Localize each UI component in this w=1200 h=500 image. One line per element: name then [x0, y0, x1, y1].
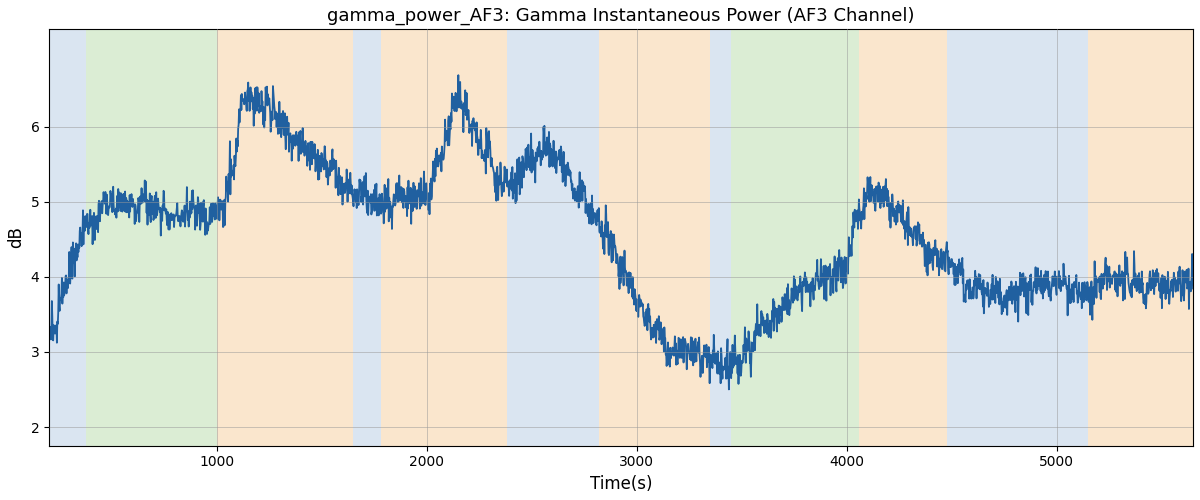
- Bar: [380, 30, 506, 446]
- Bar: [1088, 30, 1193, 446]
- Bar: [859, 30, 948, 446]
- Bar: [86, 30, 217, 446]
- Bar: [506, 30, 599, 446]
- Bar: [1025, 30, 1088, 446]
- Bar: [948, 30, 990, 446]
- Bar: [49, 30, 86, 446]
- Bar: [354, 30, 380, 446]
- X-axis label: Time(s): Time(s): [590, 475, 653, 493]
- Bar: [990, 30, 1025, 446]
- Y-axis label: dB: dB: [7, 226, 25, 248]
- Bar: [731, 30, 755, 446]
- Bar: [755, 30, 859, 446]
- Title: gamma_power_AF3: Gamma Instantaneous Power (AF3 Channel): gamma_power_AF3: Gamma Instantaneous Pow…: [328, 7, 914, 25]
- Bar: [710, 30, 731, 446]
- Bar: [599, 30, 710, 446]
- Bar: [217, 30, 354, 446]
